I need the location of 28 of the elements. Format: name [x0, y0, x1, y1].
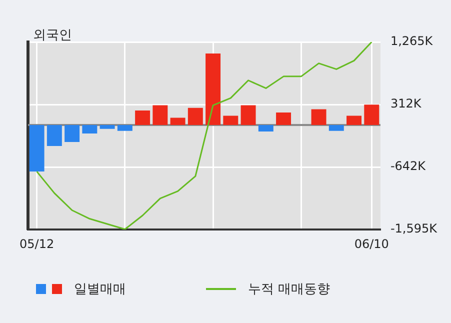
bar [364, 104, 380, 125]
bar [117, 124, 132, 131]
x-tick-label: 05/12 [20, 236, 54, 251]
bar [170, 118, 186, 125]
chart-title: 외국인 [33, 27, 72, 44]
legend-label: 누적 매매동향 [248, 281, 330, 298]
bar [64, 124, 80, 142]
bar [311, 109, 326, 125]
y-tick-label: -1,595K [390, 222, 438, 236]
x-tick-label: 06/10 [354, 236, 389, 251]
bar [346, 116, 362, 125]
bar [188, 108, 203, 125]
bar [240, 105, 256, 125]
bar [206, 53, 221, 125]
bar [258, 124, 274, 132]
bar [152, 105, 168, 125]
y-tick-label: 312K [390, 96, 422, 111]
bar [29, 124, 44, 172]
bar [223, 116, 238, 125]
bar [135, 110, 150, 125]
bar [46, 124, 62, 146]
legend-label: 일별매매 [74, 281, 126, 298]
bar [82, 124, 98, 134]
y-tick-label: -642K [390, 159, 427, 174]
y-tick-label: 1,265K [390, 34, 434, 48]
bar [276, 112, 292, 125]
bar [328, 124, 344, 131]
bar [100, 124, 115, 129]
